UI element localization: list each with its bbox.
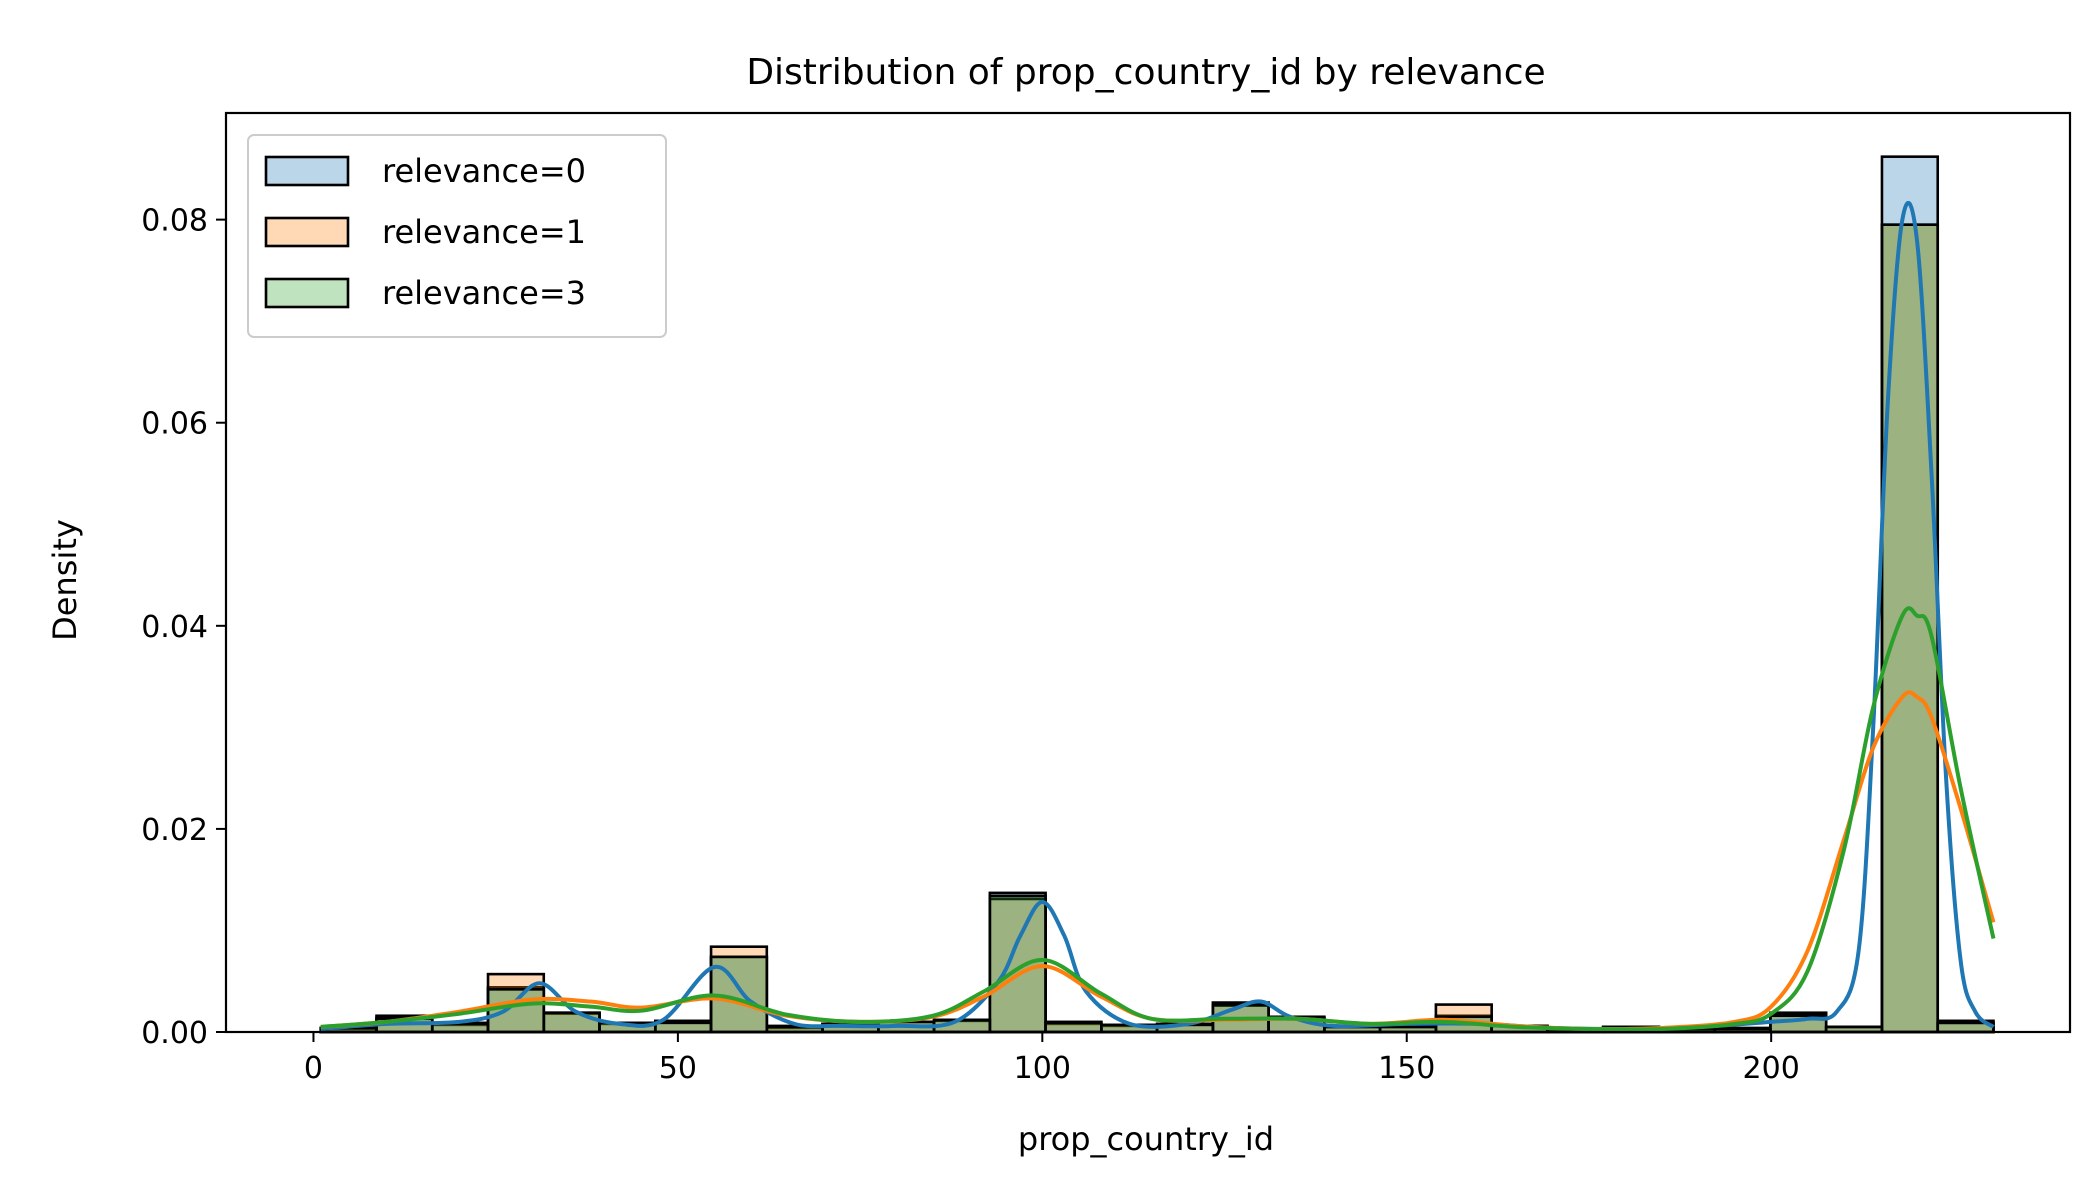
y-tick-label: 0.08 (141, 204, 208, 239)
histogram-bar (542, 1011, 601, 1034)
y-axis-label: Density (46, 519, 84, 641)
y-axis: 0.00 0.02 0.04 0.06 0.08 (141, 204, 226, 1051)
legend-swatch (264, 155, 350, 187)
x-tick-label: 0 (304, 1051, 323, 1086)
legend-label: relevance=3 (382, 274, 586, 312)
legend-label: relevance=1 (382, 213, 586, 251)
legend-swatch (264, 277, 350, 309)
x-tick-label: 50 (659, 1051, 697, 1086)
histogram-bar (486, 988, 546, 1034)
histogram-bar (988, 894, 1047, 1034)
y-tick-label: 0.02 (141, 813, 208, 848)
bar-series-1 (319, 223, 1995, 1034)
y-tick-label: 0.06 (141, 407, 208, 442)
y-tick-label: 0.00 (141, 1016, 208, 1051)
kde-curves (320, 201, 1996, 1032)
x-tick-label: 150 (1378, 1051, 1435, 1086)
histogram-bar (430, 1022, 490, 1034)
legend: relevance=0 relevance=1 relevance=3 (247, 134, 667, 338)
chart-title: Distribution of prop_country_id by relev… (746, 52, 1545, 93)
x-axis-label: prop_country_id (1018, 1120, 1274, 1158)
y-tick-label: 0.04 (141, 610, 208, 645)
legend-label: relevance=0 (382, 152, 586, 190)
kde-line-series-1 (320, 690, 1996, 1032)
legend-box (247, 134, 667, 338)
x-axis: 0 50 100 150 200 (304, 1032, 1800, 1086)
legend-swatch (264, 216, 350, 248)
bar-series-2 (319, 223, 1995, 1034)
plot-area-frame (224, 111, 2072, 1034)
histogram-bar (1044, 1021, 1103, 1034)
x-tick-label: 100 (1014, 1051, 1071, 1086)
kde-line-series-2 (320, 606, 1996, 1032)
histogram-bar (653, 1021, 713, 1034)
x-tick-label: 200 (1743, 1051, 1800, 1086)
kde-line-series-0 (320, 201, 1995, 1031)
